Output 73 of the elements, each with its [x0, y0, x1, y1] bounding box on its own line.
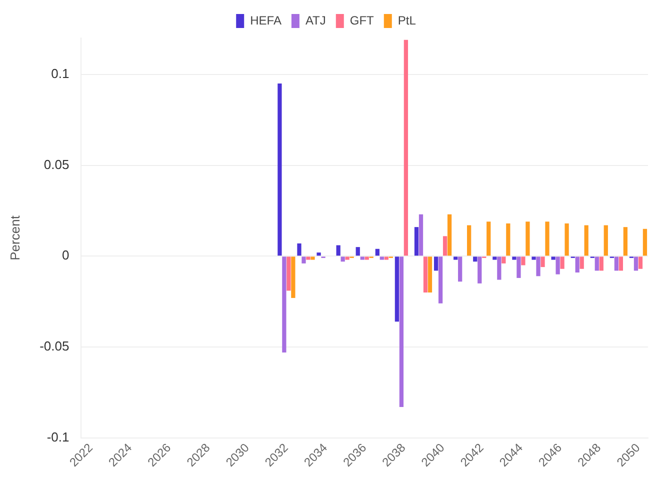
bar [302, 256, 306, 264]
bar [414, 227, 419, 256]
bar [478, 256, 482, 284]
y-tick-label: 0.05 [44, 156, 70, 172]
bar [556, 256, 560, 274]
bar [399, 256, 404, 408]
bar [642, 228, 648, 256]
bar [442, 236, 448, 256]
bar [336, 245, 340, 256]
bar [291, 256, 296, 298]
bar [614, 256, 619, 271]
legend-label: ATJ [305, 13, 326, 28]
bar [506, 223, 510, 256]
bar [394, 256, 400, 322]
bar [551, 256, 556, 260]
bar [521, 256, 526, 266]
bar [282, 256, 286, 352]
bar [356, 247, 360, 256]
bar [532, 256, 536, 260]
bar [286, 256, 291, 291]
y-tick-label: -0.05 [40, 338, 70, 354]
bar [580, 256, 584, 269]
bar [434, 256, 438, 271]
y-tick-label: 0.1 [51, 66, 70, 81]
bar [536, 256, 540, 276]
bar [345, 256, 350, 260]
bar [473, 256, 478, 262]
bar [316, 252, 321, 256]
y-axis-title: Percent [7, 215, 22, 260]
bar [486, 222, 491, 256]
bar [492, 256, 497, 260]
bar [384, 256, 388, 260]
y-tick-label: 0 [62, 248, 70, 263]
bar [638, 256, 643, 269]
bar [618, 256, 623, 271]
bar [454, 256, 458, 260]
bar [278, 83, 282, 256]
bar [599, 256, 604, 271]
bar [594, 256, 599, 271]
bar [297, 243, 302, 256]
bar [310, 256, 315, 260]
bar [512, 256, 516, 260]
bar [502, 256, 506, 264]
bar [497, 256, 502, 280]
bar [418, 214, 424, 256]
bar [545, 222, 550, 256]
legend-label: HEFA [250, 13, 282, 28]
bar [458, 256, 462, 282]
y-tick-label: -0.1 [46, 430, 70, 445]
bar [526, 222, 530, 256]
bar [467, 225, 472, 256]
bar [306, 256, 310, 260]
legend-label: PtL [398, 13, 416, 28]
bar [540, 256, 545, 268]
bar [516, 256, 521, 278]
bar [634, 256, 638, 271]
bar [623, 227, 628, 256]
bar [428, 256, 432, 293]
bar [364, 256, 369, 260]
bar [438, 256, 443, 304]
legend-label: GFT [350, 13, 375, 28]
bar [340, 256, 345, 262]
bar [564, 223, 569, 256]
bar [584, 225, 588, 256]
bar [423, 256, 428, 293]
bar [575, 256, 580, 273]
bar [380, 256, 384, 260]
bar [404, 40, 408, 256]
bar [560, 256, 564, 269]
bar [360, 256, 364, 260]
bar [447, 214, 452, 256]
bar [604, 225, 608, 256]
bar [375, 248, 380, 256]
